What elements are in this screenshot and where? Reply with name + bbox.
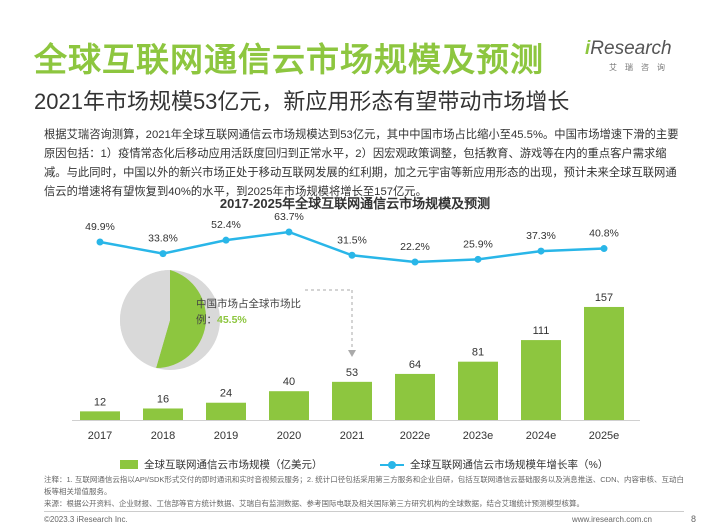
bar-value-label: 157: [595, 292, 613, 304]
notes-section: 注释：1. 互联网通信云指以API/SDK形式交付的即时通讯和实时音视频云服务；…: [44, 474, 684, 510]
growth-point-2018: [159, 250, 167, 258]
description-paragraph: 根据艾瑞咨询测算，2021年全球互联网通信云市场规模达到53亿元，其中中国市场占…: [44, 129, 679, 198]
legend-bar-label: 全球互联网通信云市场规模（亿美元）: [144, 459, 323, 471]
bar-value-label: 111: [533, 325, 550, 337]
pie-annotation-label: 中国市场占全球市场比例：: [196, 298, 301, 326]
legend-line-label: 全球互联网通信云市场规模年增长率（%）: [410, 459, 609, 471]
growth-point-2024e: [537, 247, 545, 255]
bar-value-label: 16: [157, 393, 169, 405]
x-tick-label: 2019: [214, 430, 238, 442]
logo-wordmark: iResearch: [585, 38, 672, 59]
iresearch-logo: iResearch 艾瑞咨询: [585, 38, 679, 80]
growth-value-label: 40.8%: [589, 228, 619, 240]
x-tick-label: 2018: [151, 430, 175, 442]
pie-slice-other-arc: [120, 270, 170, 369]
growth-point-2025e: [600, 245, 608, 253]
growth-point-2017: [96, 238, 104, 246]
growth-value-label: 33.8%: [148, 233, 178, 245]
growth-value-label: 63.7%: [274, 211, 304, 223]
logo-subtext: 艾瑞咨询: [609, 63, 673, 72]
footer-copyright: ©2023.3 iResearch Inc.: [44, 515, 128, 524]
growth-value-label: 49.9%: [85, 221, 115, 233]
bar-value-label: 12: [94, 396, 106, 408]
growth-value-label: 25.9%: [463, 238, 493, 250]
growth-point-2023e: [474, 255, 482, 263]
notes-line-1: 注释：1. 互联网通信云指以API/SDK形式交付的即时通讯和实时音视频云服务；…: [44, 475, 685, 496]
bar-2022e: [395, 373, 435, 420]
bar-2020: [269, 391, 309, 420]
pie-annotation-value: 45.5%: [217, 314, 247, 326]
page-number: 8: [690, 514, 696, 524]
growth-value-label: 22.2%: [400, 241, 430, 253]
x-tick-label: 2021: [340, 430, 364, 442]
bar-2019: [206, 402, 246, 420]
page-title: 全球互联网通信云市场规模及预测: [34, 41, 544, 78]
page-subtitle: 2021年市场规模53亿元，新应用形态有望带动市场增长: [34, 89, 570, 114]
bar-2023e: [458, 361, 498, 420]
pie-annotation: 中国市场占全球市场比例：45.5%: [196, 296, 306, 328]
bar-2021: [332, 381, 372, 420]
legend-item-bar: 全球互联网通信云市场规模（亿美元）: [120, 457, 323, 472]
legend-line-swatch: [380, 460, 404, 470]
legend-bar-swatch: [120, 460, 138, 469]
bar-value-label: 40: [283, 376, 295, 388]
bar-value-label: 64: [409, 359, 421, 371]
x-tick-label: 2025e: [589, 430, 620, 442]
growth-value-label: 52.4%: [211, 219, 241, 231]
growth-point-2021: [348, 251, 356, 259]
bar-value-label: 53: [346, 367, 358, 379]
pie-connector-arrow: [348, 350, 356, 357]
notes-line-2: 来源：根据公开资料、企业财报、工信部等官方统计数据、艾瑞自有监测数据、参考国际电…: [44, 499, 584, 508]
bar-2017: [80, 411, 120, 420]
growth-point-2019: [222, 236, 230, 244]
x-tick-label: 2022e: [400, 430, 431, 442]
bar-value-label: 81: [472, 347, 484, 359]
x-tick-label: 2017: [88, 430, 112, 442]
bar-2024e: [521, 340, 561, 420]
x-tick-label: 2024e: [526, 430, 557, 442]
growth-point-2020: [285, 228, 293, 236]
legend-item-line: 全球互联网通信云市场规模年增长率（%）: [380, 457, 608, 472]
footer-divider: [44, 511, 684, 512]
bar-value-label: 24: [220, 388, 232, 400]
bar-2018: [143, 408, 183, 420]
growth-value-label: 37.3%: [526, 230, 556, 242]
bar-2025e: [584, 306, 624, 420]
footer-url: www.iresearch.com.cn: [571, 515, 652, 524]
x-tick-label: 2020: [277, 430, 301, 442]
growth-point-2022e: [411, 258, 419, 266]
pie-slice-china: [156, 270, 207, 369]
chart-title: 2017-2025年全球互联网通信云市场规模及预测: [219, 196, 491, 211]
x-tick-label: 2023e: [463, 430, 494, 442]
growth-value-label: 31.5%: [337, 234, 367, 246]
